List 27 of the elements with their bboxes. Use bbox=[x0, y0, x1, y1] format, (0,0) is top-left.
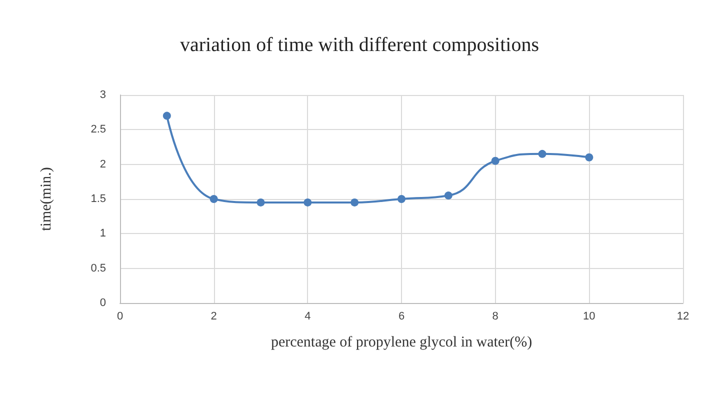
point bbox=[256, 198, 265, 206]
y-tick-label: 0.5 bbox=[90, 262, 106, 274]
x-tick-label: 6 bbox=[398, 310, 405, 322]
y-tick-label: 2 bbox=[100, 158, 106, 170]
point bbox=[162, 112, 171, 120]
x-tick-label: 4 bbox=[304, 310, 311, 322]
y-tick-label: 1 bbox=[100, 228, 106, 240]
y-tick-label: 2.5 bbox=[90, 124, 106, 136]
x-tick-label: 10 bbox=[583, 310, 596, 322]
x-tick-label: 0 bbox=[116, 310, 124, 322]
y-tick-label: 0 bbox=[100, 297, 106, 309]
point bbox=[585, 153, 594, 162]
x-tick-label: 12 bbox=[676, 310, 690, 322]
chart-title: variation of time with different compositions bbox=[180, 34, 540, 56]
y-tick-label: 3 bbox=[100, 89, 106, 101]
point bbox=[350, 198, 359, 206]
point bbox=[444, 192, 452, 200]
point bbox=[491, 156, 500, 165]
point bbox=[398, 195, 406, 203]
x-axis-title: percentage of propylene glycol in water(%) bbox=[270, 334, 532, 350]
x-tick-label: 8 bbox=[492, 310, 498, 322]
y-axis-title: time(min.) bbox=[38, 167, 54, 231]
y-tick-label: 1.5 bbox=[90, 193, 106, 205]
x-tick-label: 2 bbox=[210, 310, 217, 322]
point bbox=[538, 150, 546, 158]
point bbox=[304, 198, 312, 206]
point bbox=[210, 195, 218, 203]
